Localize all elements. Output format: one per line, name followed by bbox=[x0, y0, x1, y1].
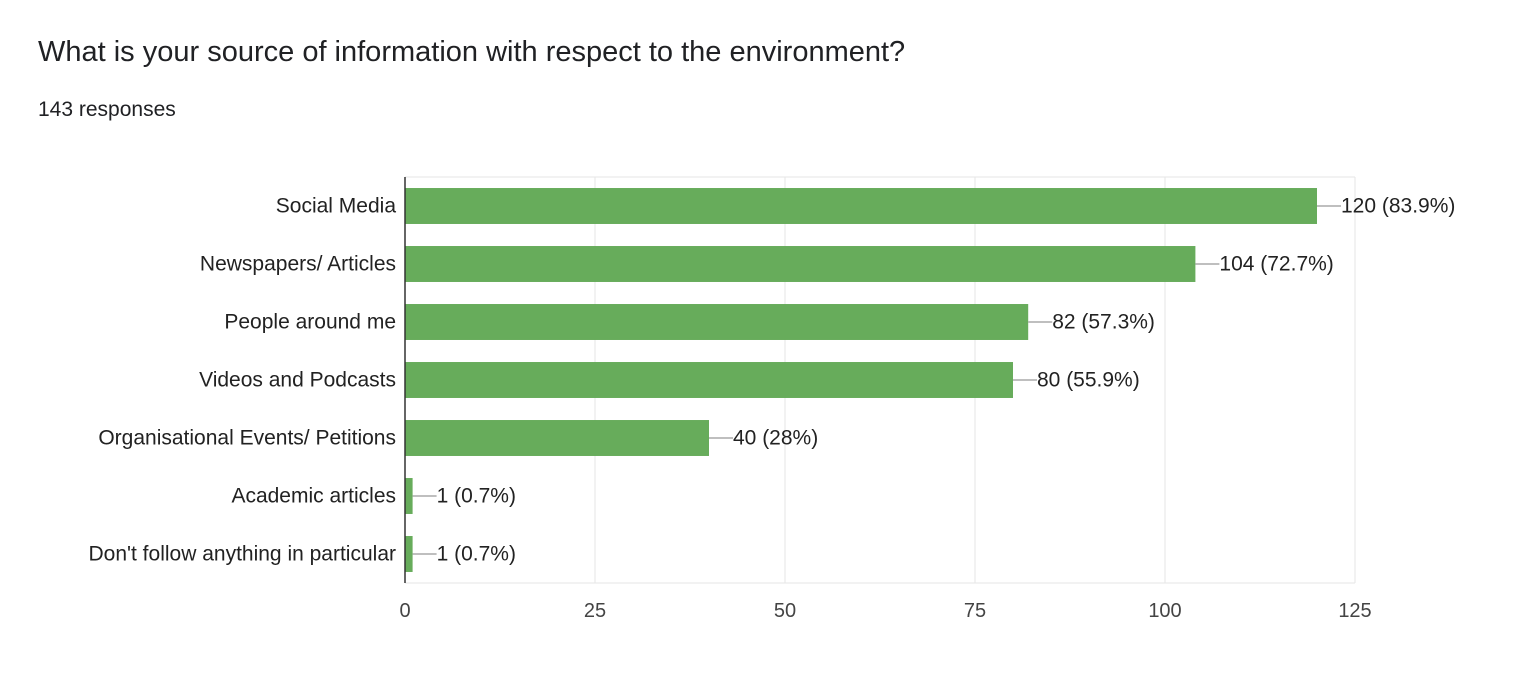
x-tick-label: 0 bbox=[399, 600, 410, 622]
bar bbox=[405, 246, 1196, 282]
category-label: Academic articles bbox=[231, 485, 396, 508]
bar bbox=[405, 304, 1029, 340]
category-label: Organisational Events/ Petitions bbox=[98, 427, 396, 450]
category-label: Videos and Podcasts bbox=[199, 369, 396, 392]
bar bbox=[405, 362, 1013, 398]
data-label: 120 (83.9%) bbox=[1341, 195, 1455, 218]
bar bbox=[405, 536, 413, 572]
x-tick-label: 75 bbox=[964, 600, 986, 622]
x-tick-label: 125 bbox=[1338, 600, 1371, 622]
bar bbox=[405, 420, 709, 456]
category-label: Don't follow anything in particular bbox=[88, 543, 396, 566]
data-label: 1 (0.7%) bbox=[437, 543, 516, 566]
data-label: 1 (0.7%) bbox=[437, 485, 516, 508]
bar bbox=[405, 188, 1317, 224]
category-label: Newspapers/ Articles bbox=[200, 253, 396, 276]
x-tick-label: 100 bbox=[1148, 600, 1181, 622]
response-count: 143 responses bbox=[38, 98, 176, 121]
data-label: 104 (72.7%) bbox=[1219, 253, 1333, 276]
chart-title: What is your source of information with … bbox=[38, 36, 906, 68]
category-label: People around me bbox=[224, 311, 396, 334]
x-tick-label: 25 bbox=[584, 600, 606, 622]
data-label: 40 (28%) bbox=[733, 427, 818, 450]
x-tick-label: 50 bbox=[774, 600, 796, 622]
category-label: Social Media bbox=[276, 195, 397, 218]
bar bbox=[405, 478, 413, 514]
data-label: 82 (57.3%) bbox=[1052, 311, 1155, 334]
data-label: 80 (55.9%) bbox=[1037, 369, 1140, 392]
